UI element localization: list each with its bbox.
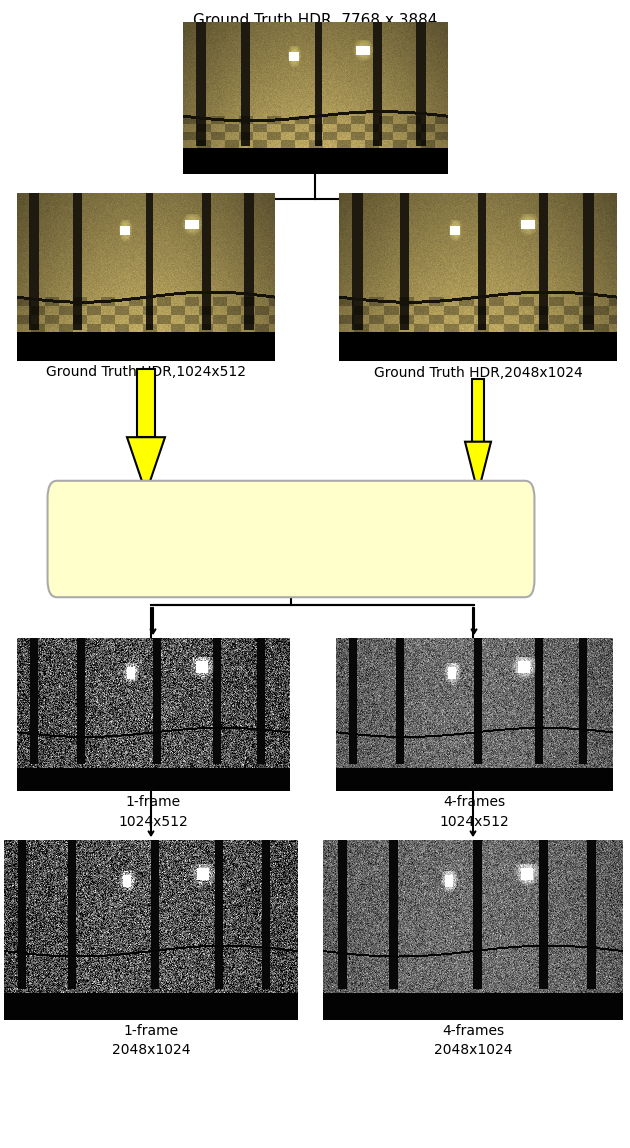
Polygon shape bbox=[465, 442, 491, 492]
Text: 4-frames
2048x1024: 4-frames 2048x1024 bbox=[433, 1024, 512, 1057]
Polygon shape bbox=[127, 437, 165, 492]
Text: Single Photon Camera Simulator: Single Photon Camera Simulator bbox=[112, 529, 470, 549]
Text: 1-frame
2048x1024: 1-frame 2048x1024 bbox=[112, 1024, 190, 1057]
Bar bbox=[472, 379, 484, 442]
Text: 1-frame
1024x512: 1-frame 1024x512 bbox=[118, 796, 188, 829]
Text: 4-frames
1024x512: 4-frames 1024x512 bbox=[439, 796, 509, 829]
Text: Ground Truth HDR, 7768 x 3884: Ground Truth HDR, 7768 x 3884 bbox=[193, 13, 437, 28]
Bar bbox=[137, 369, 155, 437]
Text: Ground Truth HDR,2048x1024: Ground Truth HDR,2048x1024 bbox=[374, 366, 582, 380]
Text: Ground Truth HDR,1024x512: Ground Truth HDR,1024x512 bbox=[46, 365, 246, 379]
